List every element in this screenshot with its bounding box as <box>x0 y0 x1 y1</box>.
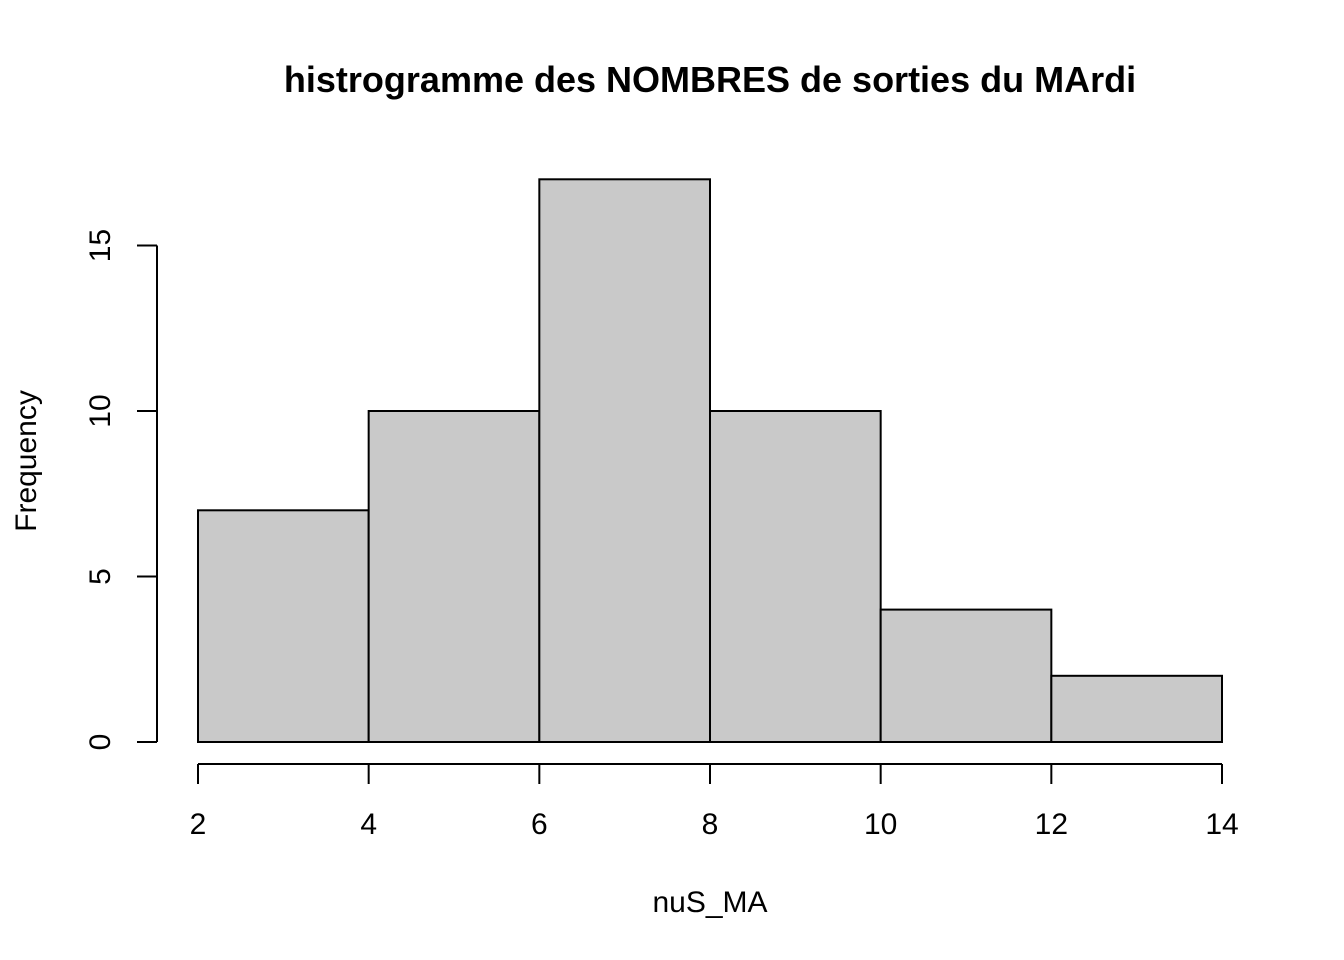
histogram-bar-6 <box>1050 674 1224 743</box>
histogram-bar-4 <box>709 410 882 743</box>
chart-title: histrogramme des NOMBRES de sorties du M… <box>284 59 1136 100</box>
histogram-bar-5 <box>879 608 1053 743</box>
y-tick-label: 5 <box>84 568 117 585</box>
histogram-bar-2 <box>367 410 541 743</box>
y-tick-label: 15 <box>84 229 117 262</box>
y-tick-label: 10 <box>84 394 117 427</box>
x-tick-label: 12 <box>1035 808 1068 841</box>
histogram-bars <box>197 178 1224 744</box>
histogram-bar-1 <box>197 509 370 743</box>
x-tick-label: 4 <box>360 808 377 841</box>
x-tick-label: 14 <box>1205 808 1238 841</box>
y-tick-label: 0 <box>84 734 117 751</box>
y-axis: 0 5 10 15 <box>84 229 158 751</box>
x-tick-label: 2 <box>190 808 207 841</box>
x-tick-label: 6 <box>531 808 548 841</box>
x-axis: 2 4 6 8 10 12 14 <box>190 763 1239 841</box>
x-tick-label: 8 <box>702 808 719 841</box>
histogram-bar-3 <box>538 178 711 744</box>
y-axis-label: Frequency <box>10 390 43 532</box>
x-tick-label: 10 <box>864 808 897 841</box>
x-axis-label: nuS_MA <box>652 886 767 919</box>
